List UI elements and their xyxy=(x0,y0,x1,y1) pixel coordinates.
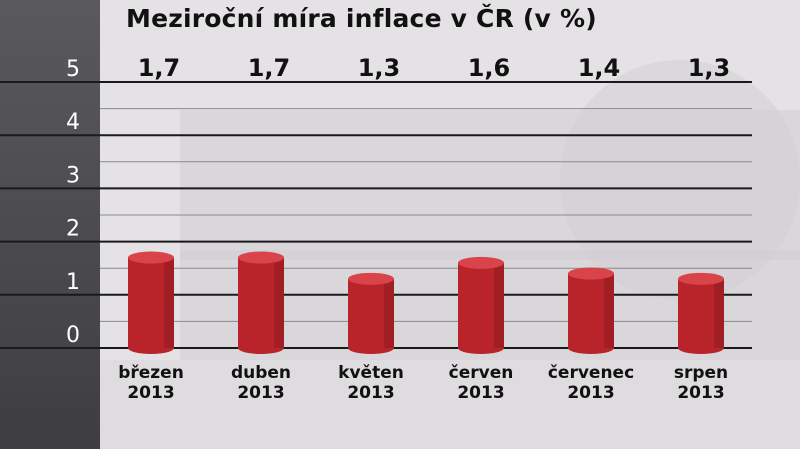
y-tick-label: 1 xyxy=(66,270,80,295)
bar xyxy=(238,251,284,354)
x-tick-label-year: 2013 xyxy=(347,383,394,403)
chart-title: Meziroční míra inflace v ČR (v %) xyxy=(126,4,597,33)
data-label: 1,3 xyxy=(358,54,401,82)
x-tick-label-month: červen xyxy=(449,363,514,383)
x-tick-label-month: duben xyxy=(231,363,291,383)
bar xyxy=(568,267,614,354)
y-tick-label: 3 xyxy=(66,163,80,188)
bar xyxy=(128,251,174,354)
y-tick-label: 5 xyxy=(66,57,80,82)
bar-top xyxy=(678,272,724,285)
bar xyxy=(348,272,394,354)
x-tick-label-month: květen xyxy=(338,363,404,383)
y-tick-label: 2 xyxy=(66,217,80,242)
bar-top xyxy=(348,272,394,285)
bar-body xyxy=(458,262,504,354)
y-tick-label: 4 xyxy=(66,110,80,135)
bar-body xyxy=(348,278,394,354)
data-label: 1,3 xyxy=(688,54,731,82)
bar-shade xyxy=(274,257,284,348)
bar xyxy=(678,272,724,354)
data-label: 1,7 xyxy=(138,54,181,82)
x-tick-label-month: srpen xyxy=(674,363,728,383)
bar-top xyxy=(128,251,174,264)
bar-body xyxy=(128,257,174,354)
bar-body xyxy=(568,273,614,354)
bar-shade xyxy=(604,273,614,348)
y-tick-label: 0 xyxy=(66,323,80,348)
left-axis-panel xyxy=(0,0,100,449)
bar-shade xyxy=(384,278,394,348)
x-tick-label-year: 2013 xyxy=(237,383,284,403)
bar-shade xyxy=(494,262,504,348)
x-tick-label-year: 2013 xyxy=(677,383,724,403)
bar-top xyxy=(568,267,614,280)
bar-body xyxy=(238,257,284,354)
x-tick-label-month: březen xyxy=(118,363,184,383)
bar-shade xyxy=(714,278,724,348)
data-label: 1,6 xyxy=(468,54,511,82)
x-tick-label-year: 2013 xyxy=(567,383,614,403)
x-tick-label-year: 2013 xyxy=(457,383,504,403)
bar-top xyxy=(238,251,284,264)
bar-shade xyxy=(164,257,174,348)
x-tick-label-year: 2013 xyxy=(127,383,174,403)
bar xyxy=(458,256,504,354)
bar-top xyxy=(458,256,504,269)
data-label: 1,4 xyxy=(578,54,621,82)
x-tick-label-month: červenec xyxy=(548,363,634,383)
data-label: 1,7 xyxy=(248,54,291,82)
bar-body xyxy=(678,278,724,354)
